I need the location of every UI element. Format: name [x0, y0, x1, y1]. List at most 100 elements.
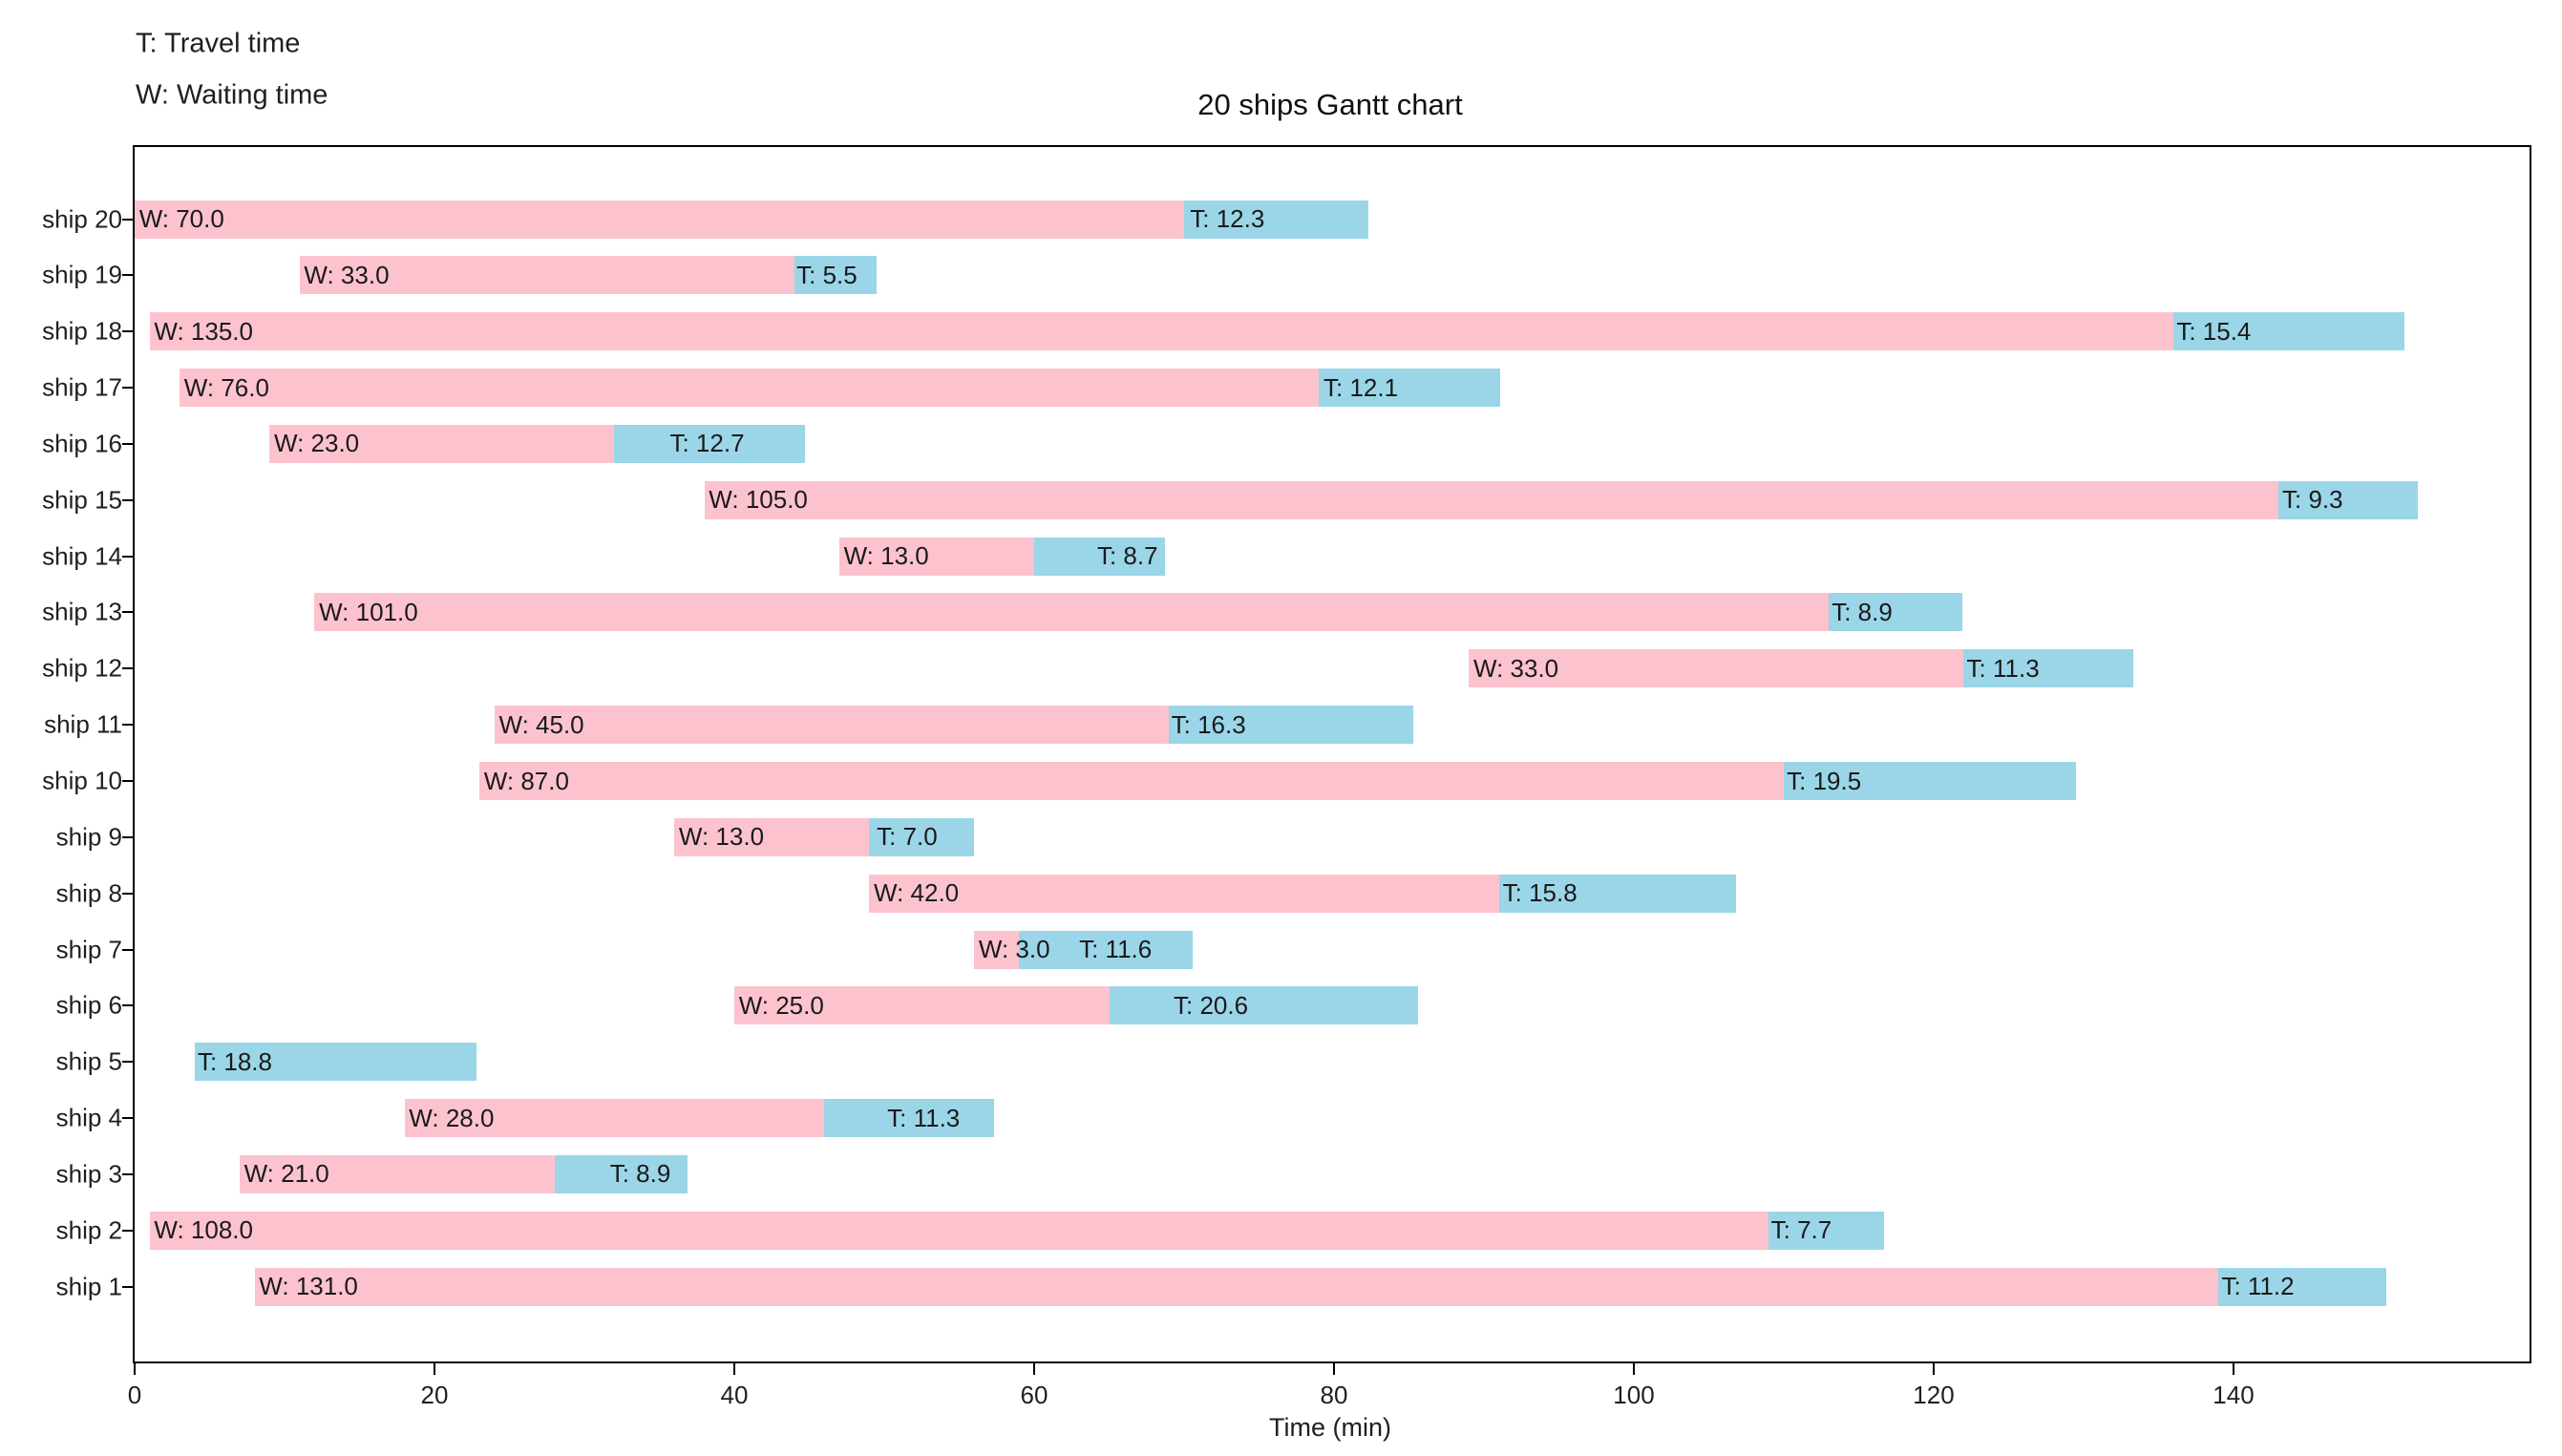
y-tick-label: ship 19 — [42, 260, 122, 289]
y-tick-label: ship 14 — [42, 541, 122, 571]
x-tick-mark — [1333, 1363, 1335, 1375]
y-tick-label: ship 1 — [55, 1272, 122, 1301]
y-tick-label: ship 6 — [55, 990, 122, 1020]
y-tick-mark — [122, 780, 133, 782]
travel-bar — [794, 256, 878, 295]
x-tick-label: 20 — [420, 1381, 449, 1409]
waiting-bar — [974, 930, 1020, 969]
y-tick-mark — [122, 218, 133, 221]
x-tick-mark — [434, 1363, 435, 1375]
y-tick-mark — [122, 667, 133, 670]
x-tick-label: 40 — [720, 1381, 749, 1409]
x-tick-label: 100 — [1613, 1381, 1655, 1409]
travel-bar — [869, 817, 975, 856]
y-tick-label: ship 7 — [55, 935, 122, 964]
travel-bar — [1169, 706, 1414, 745]
x-tick-mark — [1933, 1363, 1935, 1375]
waiting-bar — [149, 1211, 1769, 1250]
y-tick-mark — [122, 835, 133, 838]
y-tick-mark — [122, 555, 133, 558]
waiting-bar — [269, 424, 615, 463]
y-tick-mark — [122, 1172, 133, 1175]
x-tick-label: 120 — [1913, 1381, 1955, 1409]
y-tick-mark — [122, 724, 133, 727]
waiting-bar — [479, 762, 1784, 800]
travel-bar — [1019, 930, 1194, 969]
legend-note-waiting: W: Waiting time — [136, 79, 328, 111]
y-tick-label: ship 11 — [44, 709, 122, 739]
x-tick-mark — [733, 1363, 735, 1375]
plot-area: W: 70.0 T: 12.3 W: 33.0 T: 5.5 W: 135.0 T: 15… — [122, 145, 2531, 1375]
y-tick-label: ship 18 — [42, 316, 122, 346]
travel-bar — [1034, 537, 1165, 576]
y-tick-label: ship 3 — [55, 1159, 122, 1189]
y-tick-mark — [122, 498, 133, 501]
x-tick-mark — [134, 1363, 136, 1375]
travel-bar — [554, 1154, 688, 1193]
waiting-bar — [869, 874, 1499, 913]
y-tick-label: ship 5 — [55, 1046, 122, 1076]
travel-bar — [1963, 649, 2133, 688]
legend-note-travel: T: Travel time — [136, 28, 301, 59]
travel-bar — [2173, 312, 2404, 351]
y-tick-label: ship 4 — [55, 1103, 122, 1132]
y-tick-label: ship 13 — [42, 597, 122, 626]
y-tick-label: ship 9 — [55, 822, 122, 852]
x-tick-label: 60 — [1020, 1381, 1048, 1409]
y-tick-mark — [122, 611, 133, 614]
travel-bar — [1829, 593, 1962, 632]
travel-bar — [824, 1099, 994, 1138]
x-tick-label: 80 — [1320, 1381, 1348, 1409]
chart-title: 20 ships Gantt chart — [1197, 88, 1463, 121]
y-tick-mark — [122, 442, 133, 445]
x-axis-title: Time (min) — [1269, 1413, 1391, 1442]
x-tick-mark — [1633, 1363, 1635, 1375]
y-tick-label: ship 16 — [42, 429, 122, 458]
y-tick-label: ship 8 — [55, 878, 122, 908]
waiting-bar — [180, 369, 1320, 408]
y-tick-label: ship 20 — [42, 204, 122, 234]
x-tick-label: 140 — [2213, 1381, 2255, 1409]
travel-bar — [194, 1043, 476, 1082]
y-tick-mark — [122, 1117, 133, 1120]
y-tick-mark — [122, 387, 133, 390]
travel-bar — [1184, 200, 1369, 239]
y-tick-mark — [122, 948, 133, 951]
y-tick-mark — [122, 1061, 133, 1064]
waiting-bar — [704, 480, 2279, 519]
travel-bar — [1319, 369, 1501, 408]
waiting-bar — [135, 200, 1184, 239]
y-tick-label: ship 2 — [55, 1215, 122, 1245]
x-tick-mark — [2233, 1363, 2234, 1375]
waiting-bar — [734, 986, 1110, 1025]
travel-bar — [1784, 762, 2077, 800]
y-tick-mark — [122, 274, 133, 277]
x-tick-label: 0 — [127, 1381, 142, 1409]
y-tick-mark — [122, 892, 133, 895]
waiting-bar — [494, 706, 1170, 745]
y-tick-mark — [122, 330, 133, 333]
travel-bar — [1768, 1211, 1885, 1250]
waiting-bar — [254, 1267, 2219, 1306]
y-tick-label: ship 15 — [42, 485, 122, 515]
waiting-bar — [314, 593, 1830, 632]
x-tick-mark — [1033, 1363, 1035, 1375]
waiting-bar — [404, 1099, 825, 1138]
travel-bar — [614, 424, 805, 463]
waiting-bar — [674, 817, 870, 856]
waiting-bar — [239, 1154, 555, 1193]
y-tick-label: ship 12 — [42, 653, 122, 683]
waiting-bar — [1469, 649, 1964, 688]
y-tick-label: ship 10 — [42, 766, 122, 795]
waiting-bar — [149, 312, 2174, 351]
travel-bar — [1498, 874, 1736, 913]
y-tick-label: ship 17 — [42, 372, 122, 402]
travel-bar — [1109, 986, 1418, 1025]
waiting-bar — [838, 537, 1034, 576]
waiting-bar — [299, 256, 794, 295]
y-tick-mark — [122, 1229, 133, 1232]
travel-bar — [2218, 1267, 2387, 1306]
y-tick-mark — [122, 1285, 133, 1288]
y-tick-mark — [122, 1004, 133, 1007]
